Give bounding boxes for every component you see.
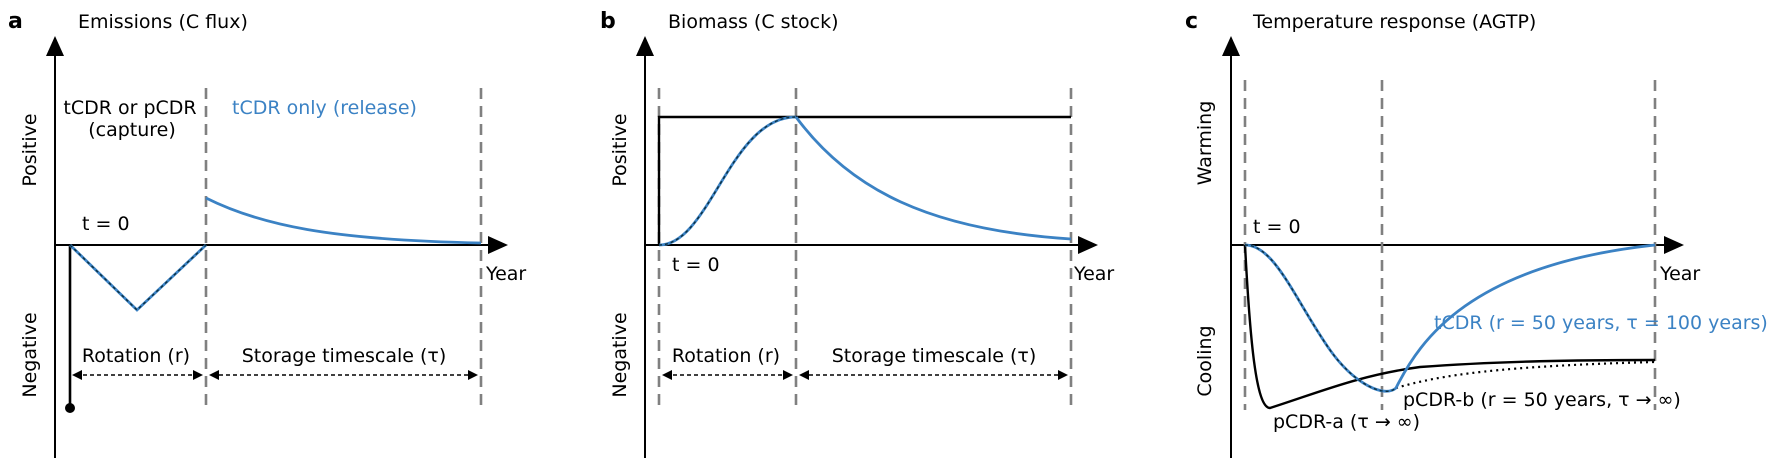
- storage-arrowhead-right-a: [468, 370, 478, 380]
- panel-c: c Temperature response (AGTP) Year Warmi…: [1185, 9, 1768, 458]
- capture-curve-overlay-a: [69, 244, 207, 311]
- pcdr-a-label: pCDR-a (τ → ∞): [1273, 411, 1420, 433]
- panel-label-b: b: [600, 9, 616, 34]
- y-warming-label-c: Warming: [1194, 101, 1216, 186]
- rotation-arrowhead-right-a: [193, 370, 203, 380]
- t0-label-b: t = 0: [672, 254, 720, 276]
- capture-label-line2: (capture): [88, 119, 176, 141]
- x-axis-label-a: Year: [485, 263, 526, 285]
- x-axis-label-b: Year: [1073, 263, 1114, 285]
- panel-label-a: a: [8, 9, 23, 34]
- panel-a: a Emissions (C flux) Year Positive Negat…: [8, 9, 526, 458]
- pcdr-a-curve: [1243, 244, 1656, 410]
- t0-label-a: t = 0: [82, 213, 130, 235]
- storage-arrowhead-left-b: [799, 370, 809, 380]
- release-label: tCDR only (release): [232, 97, 417, 119]
- pcdr-stock-line-b: [657, 115, 1071, 245]
- storage-label-a: Storage timescale (τ): [242, 345, 447, 367]
- panel-a-title: Emissions (C flux): [78, 11, 248, 33]
- storage-arrowhead-left-a: [209, 370, 219, 380]
- panel-label-c: c: [1185, 9, 1198, 34]
- rotation-label-a: Rotation (r): [82, 345, 190, 367]
- x-axis-arrowhead-c: [1664, 236, 1684, 254]
- panel-b: b Biomass (C stock) Year Positive Negati…: [600, 9, 1114, 458]
- y-axis-arrowhead-b: [636, 36, 654, 56]
- rotation-arrowhead-left-b: [662, 370, 672, 380]
- panel-b-title: Biomass (C stock): [668, 11, 838, 33]
- y-negative-label-b: Negative: [609, 312, 631, 397]
- release-curve-a: [205, 196, 482, 245]
- storage-label-b: Storage timescale (τ): [832, 345, 1037, 367]
- capture-curve-a: [69, 243, 207, 312]
- pcdr-b-curve: [1395, 360, 1656, 390]
- rotation-arrowhead-right-b: [783, 370, 793, 380]
- x-axis-arrowhead-b: [1078, 236, 1098, 254]
- t0-label-c: t = 0: [1253, 216, 1301, 238]
- rotation-label-b: Rotation (r): [672, 345, 780, 367]
- tcdr-curve-overlay: [1244, 244, 1397, 392]
- rotation-arrowhead-left-a: [72, 370, 82, 380]
- pcdr-b-label: pCDR-b (r = 50 years, τ → ∞): [1403, 389, 1681, 411]
- y-positive-label-a: Positive: [19, 113, 41, 186]
- decay-curve-b: [794, 116, 1072, 241]
- growth-curve-b: [658, 115, 797, 247]
- y-positive-label-b: Positive: [609, 113, 631, 186]
- growth-curve-overlay-b: [658, 116, 797, 246]
- panel-c-title: Temperature response (AGTP): [1252, 11, 1536, 33]
- y-axis-arrowhead-c: [1222, 36, 1240, 56]
- storage-arrowhead-right-b: [1058, 370, 1068, 380]
- y-axis-arrowhead-a: [46, 36, 64, 56]
- pulse-marker-a: [65, 403, 75, 413]
- x-axis-label-c: Year: [1659, 263, 1700, 285]
- tcdr-label: tCDR (r = 50 years, τ = 100 years): [1434, 312, 1768, 334]
- y-cooling-label-c: Cooling: [1194, 325, 1216, 396]
- capture-label-line1: tCDR or pCDR: [63, 97, 196, 119]
- x-axis-arrowhead-a: [488, 236, 508, 254]
- y-negative-label-a: Negative: [19, 312, 41, 397]
